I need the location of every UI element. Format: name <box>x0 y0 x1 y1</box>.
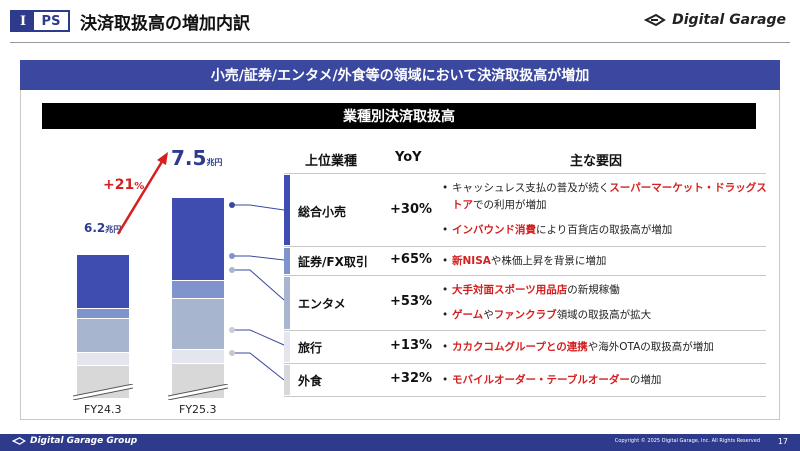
reason-travel-1: カカクコムグループとの連携や海外OTAの取扱高が増加 <box>442 339 714 356</box>
bar-segment-旅行 <box>172 348 224 364</box>
growth-value: +21 <box>103 177 135 193</box>
reason-text: の新規稼働 <box>567 284 620 296</box>
footer-logo: Digital Garage Group <box>12 436 137 446</box>
axis-break-mark <box>73 383 133 400</box>
fy25-total-value: 7.5 <box>171 146 207 170</box>
row-indicator-securities <box>284 248 290 274</box>
fy24-total-label: 6.2兆円 <box>84 221 121 235</box>
reason-text: の増加 <box>629 374 662 386</box>
page-number: 17 <box>777 437 788 446</box>
header-divider <box>10 42 790 43</box>
reason-text: や <box>483 309 494 321</box>
fy25-total-unit: 兆円 <box>206 158 223 167</box>
footer-brand: Digital Garage Group <box>30 436 138 446</box>
company-logo: Digital Garage <box>644 12 786 28</box>
reason-securities-1: 新NISAや株価上昇を背景に増加 <box>442 253 607 270</box>
bar-segment-エンタメ <box>172 297 224 349</box>
headline-banner: 小売/証券/エンタメ/外食等の領域において決済取扱高が増加 <box>20 60 780 90</box>
row-divider <box>284 330 766 331</box>
reason-text: での利用が増加 <box>473 199 547 211</box>
bar-segment-エンタメ <box>77 318 129 352</box>
table-header-yoy: YoY <box>395 150 422 165</box>
sector-retail: 総合小売 <box>298 205 347 219</box>
fy24-total-value: 6.2 <box>84 221 106 235</box>
slide-header: I PS 決済取扱高の増加内訳 Digital Garage <box>0 0 800 44</box>
yoy-dining: +32% <box>390 371 433 386</box>
reason-highlight: ファンクラブ <box>493 309 557 321</box>
reason-dining-1: モバイルオーダー・テーブルオーダーの増加 <box>442 372 662 389</box>
footer-bar <box>0 434 800 451</box>
reason-highlight: 新NISA <box>452 255 491 267</box>
row-indicator-entertainment <box>284 277 290 329</box>
bar-segment-外食 <box>77 364 129 376</box>
reason-text: 領域の取扱高が拡大 <box>556 309 652 321</box>
fy24-total-unit: 兆円 <box>105 225 122 234</box>
reason-highlight: カカクコムグループとの連携 <box>452 341 588 353</box>
page-title: 決済取扱高の増加内訳 <box>80 14 250 34</box>
growth-unit: % <box>134 181 145 192</box>
sector-securities: 証券/FX取引 <box>298 255 368 269</box>
copyright: Copyright © 2025 Digital Garage, Inc. Al… <box>614 438 760 444</box>
reason-text: キャッシュレス支払の普及が続く <box>452 182 610 194</box>
table-header-sector: 上位業種 <box>305 154 358 169</box>
reason-retail-2: インバウンド消費により百貨店の取扱高が増加 <box>442 222 673 239</box>
dg-logo-icon <box>644 13 667 27</box>
yoy-entertainment: +53% <box>390 294 433 309</box>
section-badge: I PS <box>10 10 70 32</box>
axis-break-mark <box>168 383 228 400</box>
row-indicator-dining <box>284 365 290 395</box>
section-badge-roman: I <box>12 12 34 30</box>
table-header-reasons: 主な要因 <box>570 154 623 169</box>
section-title: 業種別決済取扱高 <box>42 103 756 129</box>
reason-text: や株価上昇を背景に増加 <box>490 255 607 267</box>
x-tick-fy25: FY25.3 <box>179 403 217 416</box>
reason-highlight: モバイルオーダー・テーブルオーダー <box>452 374 630 386</box>
section-badge-text: PS <box>34 12 68 30</box>
sector-travel: 旅行 <box>298 341 323 355</box>
table-header-divider <box>284 173 766 174</box>
company-name: Digital Garage <box>672 12 786 28</box>
row-divider <box>284 396 766 397</box>
sector-entertainment: エンタメ <box>298 297 346 311</box>
yoy-travel: +13% <box>390 338 433 353</box>
reason-entertainment-2: ゲームやファンクラブ領域の取扱高が拡大 <box>442 307 652 324</box>
x-tick-fy24: FY24.3 <box>84 403 122 416</box>
reason-text: により百貨店の取扱高が増加 <box>536 224 673 236</box>
reason-entertainment-1: 大手対面スポーツ用品店の新規稼働 <box>442 282 620 299</box>
bar-segment-証券/FX取引 <box>172 279 224 298</box>
reason-text: や海外OTAの取扱高が増加 <box>587 341 714 353</box>
fy25-total-label: 7.5兆円 <box>171 146 222 170</box>
growth-label: +21% <box>103 177 144 193</box>
content-panel <box>20 90 780 420</box>
bar-segment-証券/FX取引 <box>77 308 129 319</box>
bar-segment-総合小売 <box>77 253 129 309</box>
row-divider <box>284 275 766 276</box>
bar-segment-総合小売 <box>172 196 224 280</box>
yoy-securities: +65% <box>390 252 433 267</box>
bar-segment-旅行 <box>77 351 129 365</box>
reason-highlight: スーパーマーケット・ドラッグストア <box>452 182 767 211</box>
bar-fy25 <box>168 196 228 400</box>
reason-highlight: インバウンド消費 <box>452 224 536 236</box>
reason-retail-1: キャッシュレス支払の普及が続くスーパーマーケット・ドラッグストアでの利用が増加 <box>442 180 772 214</box>
reason-highlight: ゲーム <box>452 309 484 321</box>
row-indicator-retail <box>284 175 290 245</box>
dg-logo-icon <box>12 437 26 445</box>
sector-dining: 外食 <box>298 374 323 388</box>
yoy-retail: +30% <box>390 202 433 217</box>
bar-segment-外食 <box>172 363 224 376</box>
row-divider <box>284 363 766 364</box>
bar-fy24 <box>73 253 133 400</box>
reason-highlight: 大手対面スポーツ用品店 <box>452 284 568 296</box>
row-indicator-travel <box>284 332 290 362</box>
row-divider <box>284 246 766 247</box>
